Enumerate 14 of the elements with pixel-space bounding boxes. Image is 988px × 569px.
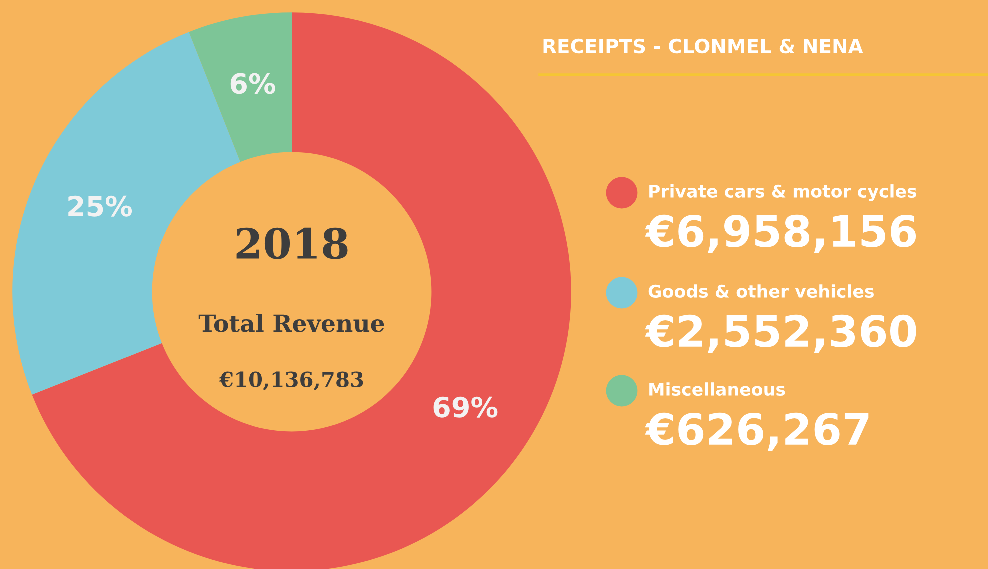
data-label: 25% (68, 196, 132, 217)
text: 2018 (236, 228, 348, 260)
donut-slice (189, 12, 292, 162)
text: €10,136,783 (219, 372, 364, 391)
text: €626,267 (645, 412, 869, 451)
legend-label: Miscellaneous (650, 382, 786, 396)
data-label: 6% (230, 73, 276, 94)
data-label: 69% (434, 396, 498, 418)
legend-label: Goods & other vehicles (648, 284, 874, 298)
text: €2,552,360 (645, 314, 916, 353)
legend-label: Private cars & motor cycles (650, 184, 917, 202)
text: €6,958,156 (645, 214, 916, 253)
text: Total Revenue (198, 314, 384, 332)
text: RECEIPTS - CLONMEL & NENA (544, 38, 864, 54)
